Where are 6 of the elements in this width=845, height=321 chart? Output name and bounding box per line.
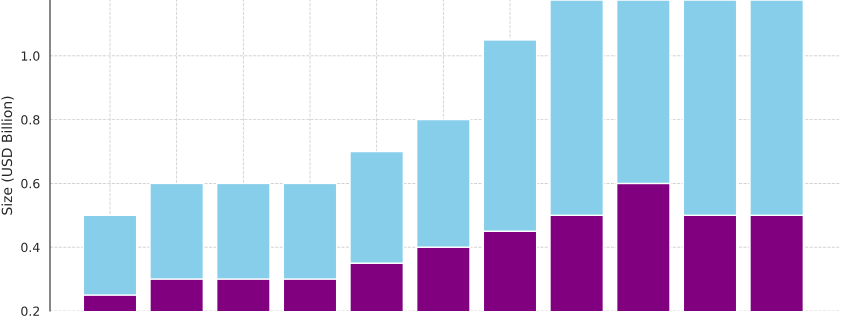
- y-tick-label: 0.8: [21, 115, 40, 125]
- y-tick-label: 0.2: [21, 306, 40, 316]
- y-tick-label: 0.6: [21, 178, 40, 188]
- y-tick-label: 0.4: [21, 242, 40, 252]
- y-axis-title: Size (USD Billion): [1, 96, 14, 215]
- y-tick-label: 1.0: [22, 51, 40, 61]
